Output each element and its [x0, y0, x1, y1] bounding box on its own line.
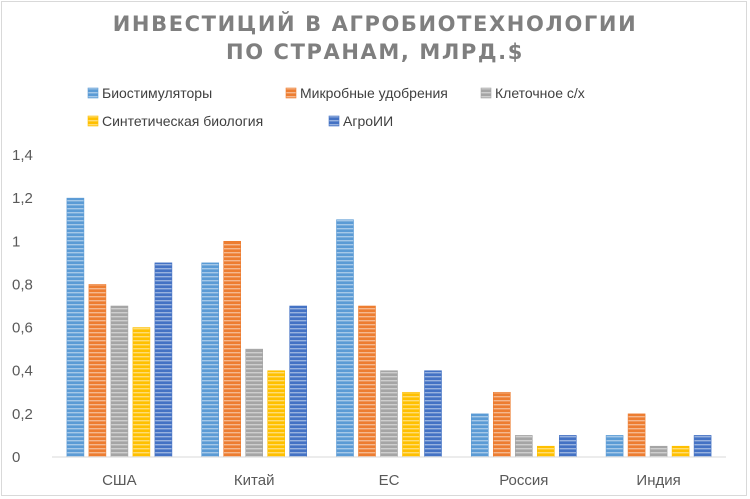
legend-label: Биостимуляторы: [102, 85, 212, 101]
bar-1-3: [267, 370, 286, 458]
legend-label: Синтетическая биология: [102, 113, 263, 129]
legend: Биостимуляторы Микробные удобрения Клеточн…: [87, 85, 585, 129]
bar-4-4: [693, 435, 712, 458]
bar-4-1: [627, 413, 646, 458]
y-tick-label: 1: [12, 233, 20, 250]
bar-1-0: [201, 262, 219, 458]
legend-label: Клеточное с/х: [495, 85, 585, 101]
bar-4-2: [649, 445, 668, 458]
bar-2-0: [336, 219, 354, 458]
legend-swatch: [87, 115, 99, 127]
bar-0-0: [66, 197, 85, 458]
bar-3-2: [514, 435, 533, 458]
y-tick-label: 0,4: [12, 363, 33, 380]
bar-3-0: [470, 413, 489, 458]
y-tick-label: 0: [12, 449, 20, 466]
chart-title-line-1: ИНВЕСТИЦИЙ В АГРОБИОТЕХНОЛОГИИ: [112, 12, 638, 36]
chart-title-line-2: ПО СТРАНАМ, МЛРД.$: [226, 40, 524, 64]
x-tick-label: США: [102, 472, 137, 489]
y-tick-label: 1,2: [12, 190, 33, 207]
x-tick-label: ЕС: [379, 472, 400, 489]
legend-swatch: [87, 87, 99, 99]
bar-3-1: [492, 391, 511, 458]
bar-0-3: [132, 327, 151, 458]
bar-2-2: [380, 370, 398, 458]
bar-4-0: [605, 435, 624, 458]
x-tick-label: Китай: [234, 472, 275, 489]
bar-4-3: [671, 445, 690, 458]
bar-3-4: [558, 435, 577, 458]
bar-2-3: [402, 391, 420, 458]
y-tick-label: 0,8: [12, 276, 33, 293]
y-axis: 0 0,2 0,4 0,6 0,8 1 1,2 1,4: [12, 147, 33, 466]
bar-1-1: [223, 240, 241, 458]
bar-2-1: [358, 305, 376, 458]
legend-swatch: [285, 87, 297, 99]
legend-label: Микробные удобрения: [300, 85, 448, 101]
legend-swatch: [328, 115, 340, 127]
bar-0-2: [110, 305, 129, 458]
y-tick-label: 0,6: [12, 320, 33, 337]
bar-2-4: [424, 370, 442, 458]
legend-label: АгроИИ: [343, 113, 393, 129]
y-tick-label: 1,4: [12, 147, 33, 164]
y-tick-label: 0,2: [12, 406, 33, 423]
bar-3-3: [536, 445, 555, 458]
bar-1-2: [245, 348, 263, 458]
bar-0-1: [88, 284, 107, 458]
bar-0-4: [154, 262, 173, 458]
x-axis: США Китай ЕС Россия Индия: [102, 472, 681, 489]
legend-swatch: [480, 87, 492, 99]
x-tick-label: Индия: [636, 472, 680, 489]
bar-1-4: [289, 305, 308, 458]
bars: [66, 197, 712, 458]
x-tick-label: Россия: [499, 472, 548, 489]
